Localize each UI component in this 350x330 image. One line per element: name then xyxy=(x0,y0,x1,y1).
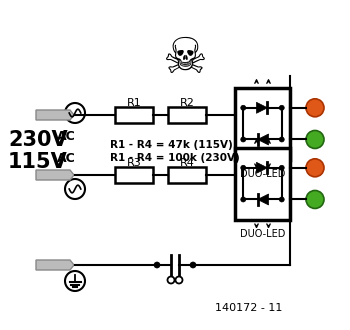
Polygon shape xyxy=(257,162,267,173)
Polygon shape xyxy=(36,170,74,180)
Text: AC: AC xyxy=(57,151,76,164)
Bar xyxy=(115,107,153,123)
Polygon shape xyxy=(258,134,268,145)
Text: R4: R4 xyxy=(180,158,195,168)
Circle shape xyxy=(241,105,246,110)
Circle shape xyxy=(306,190,324,209)
Polygon shape xyxy=(36,260,74,270)
Circle shape xyxy=(241,197,246,202)
Circle shape xyxy=(306,130,324,148)
Circle shape xyxy=(279,105,284,110)
Bar xyxy=(168,107,206,123)
Circle shape xyxy=(306,159,324,177)
Circle shape xyxy=(65,103,85,123)
Circle shape xyxy=(175,277,182,283)
Text: R3: R3 xyxy=(127,158,141,168)
Bar xyxy=(168,167,206,183)
Circle shape xyxy=(306,99,324,117)
Text: DUO-LED: DUO-LED xyxy=(240,169,285,179)
Bar xyxy=(235,148,290,220)
Text: 230V: 230V xyxy=(8,130,68,150)
Circle shape xyxy=(168,277,175,283)
Circle shape xyxy=(241,137,246,142)
Text: R2: R2 xyxy=(180,98,195,108)
Polygon shape xyxy=(257,102,267,113)
Circle shape xyxy=(65,179,85,199)
Text: DUO-LED: DUO-LED xyxy=(240,229,285,239)
Bar xyxy=(235,88,290,160)
Circle shape xyxy=(154,262,160,268)
Circle shape xyxy=(241,165,246,170)
Text: R1 - R4 = 47k (115V): R1 - R4 = 47k (115V) xyxy=(110,140,233,150)
Polygon shape xyxy=(36,110,74,120)
Bar xyxy=(115,167,153,183)
Text: 140172 - 11: 140172 - 11 xyxy=(215,303,282,313)
Circle shape xyxy=(279,137,284,142)
Text: R1: R1 xyxy=(127,98,141,108)
Circle shape xyxy=(190,262,196,268)
Text: R1 - R4 = 100k (230V): R1 - R4 = 100k (230V) xyxy=(110,153,240,163)
Circle shape xyxy=(65,271,85,291)
Text: AC: AC xyxy=(57,129,76,143)
Circle shape xyxy=(279,197,284,202)
Text: ☠: ☠ xyxy=(162,35,208,83)
Polygon shape xyxy=(258,194,268,205)
Circle shape xyxy=(279,165,284,170)
Text: 115V: 115V xyxy=(8,152,68,172)
